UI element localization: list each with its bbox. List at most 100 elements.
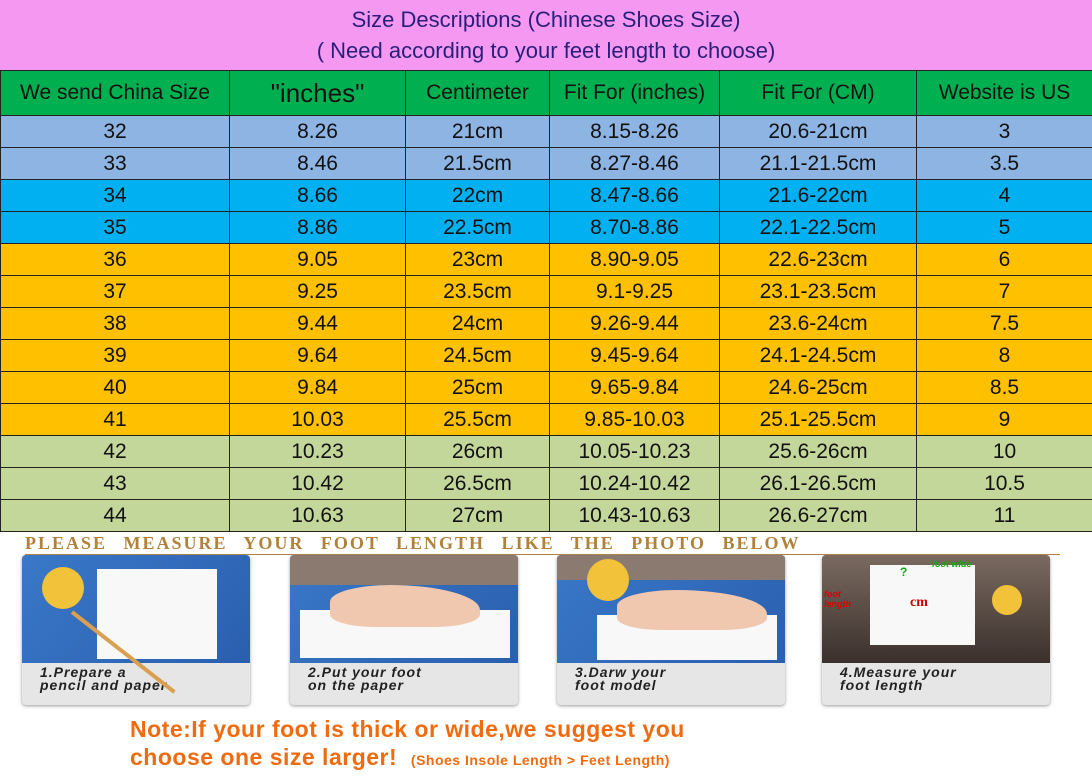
table-cell: 9.25 <box>229 275 406 308</box>
pencil-paper-photo <box>22 555 250 694</box>
foot-icon <box>617 590 767 630</box>
table-cell: 26.5cm <box>405 467 550 500</box>
table-cell: 10 <box>916 435 1092 468</box>
table-cell: 36 <box>0 243 230 276</box>
table-cell: 23.5cm <box>405 275 550 308</box>
table-cell: 8.46 <box>229 147 406 180</box>
table-cell: 27cm <box>405 499 550 532</box>
table-cell: 8.26 <box>229 115 406 148</box>
table-row: 43 10.42 26.5cm 10.24-10.42 26.1-26.5cm 10.5 <box>0 467 1092 500</box>
table-cell: 41 <box>0 403 230 436</box>
table-cell: 24.6-25cm <box>719 371 917 404</box>
column-header: Website is US <box>916 70 1092 116</box>
step-3-caption-line-2: foot model <box>575 677 657 693</box>
table-row: 36 9.05 23cm 8.90-9.05 22.6-23cm 6 <box>0 243 1092 276</box>
column-header: We send China Size <box>0 70 230 116</box>
table-cell: 34 <box>0 179 230 212</box>
step-2: 2.Put your foot on the paper <box>290 555 518 705</box>
table-cell: 22.6-23cm <box>719 243 917 276</box>
table-cell: 42 <box>0 435 230 468</box>
table-cell: 9.65-9.84 <box>549 371 720 404</box>
foot-on-paper-photo <box>290 555 518 663</box>
table-cell: 21.1-21.5cm <box>719 147 917 180</box>
step-2-caption-line-1: 2.Put your foot <box>308 664 422 680</box>
note-line-2: choose one size larger! <box>130 744 398 770</box>
table-cell: 5 <box>916 211 1092 244</box>
table-cell: 3.5 <box>916 147 1092 180</box>
table-cell: 24cm <box>405 307 550 340</box>
column-header: "inches" <box>229 70 406 116</box>
measure-heading: PLEASE MEASURE YOUR FOOT LENGTH LIKE THE… <box>25 533 1060 555</box>
step-2-caption-line-2: on the paper <box>308 677 405 693</box>
table-cell: 37 <box>0 275 230 308</box>
table-cell: 9.05 <box>229 243 406 276</box>
table-cell: 22cm <box>405 179 550 212</box>
table-row: 38 9.44 24cm 9.26-9.44 23.6-24cm 7.5 <box>0 307 1092 340</box>
table-row: 44 10.63 27cm 10.43-10.63 26.6-27cm 11 <box>0 499 1092 532</box>
chart-title: Size Descriptions (Chinese Shoes Size) (… <box>0 0 1092 70</box>
table-cell: 8.27-8.46 <box>549 147 720 180</box>
size-note: Note:If your foot is thick or wide,we su… <box>130 715 685 774</box>
table-cell: 10.63 <box>229 499 406 532</box>
table-cell: 7 <box>916 275 1092 308</box>
step-1: 1.Prepare a pencil and paper <box>22 555 250 705</box>
table-cell: 10.42 <box>229 467 406 500</box>
table-cell: 38 <box>0 307 230 340</box>
table-cell: 23.1-23.5cm <box>719 275 917 308</box>
table-cell: 25.5cm <box>405 403 550 436</box>
table-cell: 23.6-24cm <box>719 307 917 340</box>
table-cell: 9.1-9.25 <box>549 275 720 308</box>
table-cell: 26.6-27cm <box>719 499 917 532</box>
table-cell: 6 <box>916 243 1092 276</box>
width-question-mark: ? <box>900 565 908 579</box>
table-cell: 10.03 <box>229 403 406 436</box>
note-line-1: Note:If your foot is thick or wide,we su… <box>130 716 685 742</box>
table-row: 39 9.64 24.5cm 9.45-9.64 24.1-24.5cm 8 <box>0 339 1092 372</box>
foot-outline-paper: cm ? <box>870 565 975 645</box>
lollipop-pencil-icon <box>587 559 629 601</box>
foot-length-label: foot length <box>824 589 851 609</box>
column-header: Fit For (inches) <box>549 70 720 116</box>
table-cell: 33 <box>0 147 230 180</box>
step-4-caption-line-2: foot length <box>840 677 924 693</box>
table-cell: 10.23 <box>229 435 406 468</box>
table-row: 35 8.86 22.5cm 8.70-8.86 22.1-22.5cm 5 <box>0 211 1092 244</box>
table-cell: 8.5 <box>916 371 1092 404</box>
table-cell: 8.86 <box>229 211 406 244</box>
table-cell: 10.43-10.63 <box>549 499 720 532</box>
step-3: 3.Darw your foot model <box>557 555 785 705</box>
table-cell: 8.15-8.26 <box>549 115 720 148</box>
step-4: cm ? foot wide foot length 4.Measure you… <box>822 555 1050 705</box>
title-line-1: Size Descriptions (Chinese Shoes Size) <box>351 7 741 32</box>
header-row: We send China Size "inches" Centimeter Fit … <box>0 70 1092 116</box>
table-cell: 11 <box>916 499 1092 532</box>
table-cell: 8.66 <box>229 179 406 212</box>
table-cell: 9.45-9.64 <box>549 339 720 372</box>
table-cell: 22.5cm <box>405 211 550 244</box>
table-cell: 10.05-10.23 <box>549 435 720 468</box>
lollipop-pencil-icon <box>992 585 1022 615</box>
table-row: 41 10.03 25.5cm 9.85-10.03 25.1-25.5cm 9 <box>0 403 1092 436</box>
table-cell: 20.6-21cm <box>719 115 917 148</box>
table-cell: 7.5 <box>916 307 1092 340</box>
table-cell: 25cm <box>405 371 550 404</box>
table-row: 42 10.23 26cm 10.05-10.23 25.6-26cm 10 <box>0 435 1092 468</box>
table-cell: 35 <box>0 211 230 244</box>
note-small: (Shoes Insole Length > Feet Length) <box>410 752 670 768</box>
table-cell: 9.85-10.03 <box>549 403 720 436</box>
table-cell: 21cm <box>405 115 550 148</box>
table-cell: 23cm <box>405 243 550 276</box>
table-cell: 3 <box>916 115 1092 148</box>
table-cell: 21.5cm <box>405 147 550 180</box>
foot-wide-label: foot wide <box>932 559 972 569</box>
table-row: 33 8.46 21.5cm 8.27-8.46 21.1-21.5cm 3.5 <box>0 147 1092 180</box>
table-cell: 24.5cm <box>405 339 550 372</box>
table-cell: 9.26-9.44 <box>549 307 720 340</box>
draw-foot-photo <box>557 555 785 663</box>
step-1-caption-line-2: pencil and paper <box>40 677 168 693</box>
table-cell: 9.84 <box>229 371 406 404</box>
table-cell: 25.1-25.5cm <box>719 403 917 436</box>
table-cell: 9.44 <box>229 307 406 340</box>
table-cell: 9 <box>916 403 1092 436</box>
table-cell: 8.90-9.05 <box>549 243 720 276</box>
